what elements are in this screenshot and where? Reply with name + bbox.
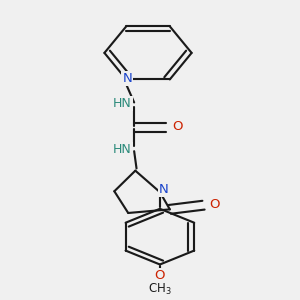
Text: O: O — [209, 198, 220, 211]
Text: CH$_3$: CH$_3$ — [148, 282, 172, 297]
Text: N: N — [159, 183, 169, 196]
Text: HN: HN — [113, 97, 132, 110]
Text: O: O — [155, 269, 165, 282]
Text: HN: HN — [113, 143, 132, 156]
Text: N: N — [122, 72, 132, 85]
Text: O: O — [172, 120, 183, 133]
